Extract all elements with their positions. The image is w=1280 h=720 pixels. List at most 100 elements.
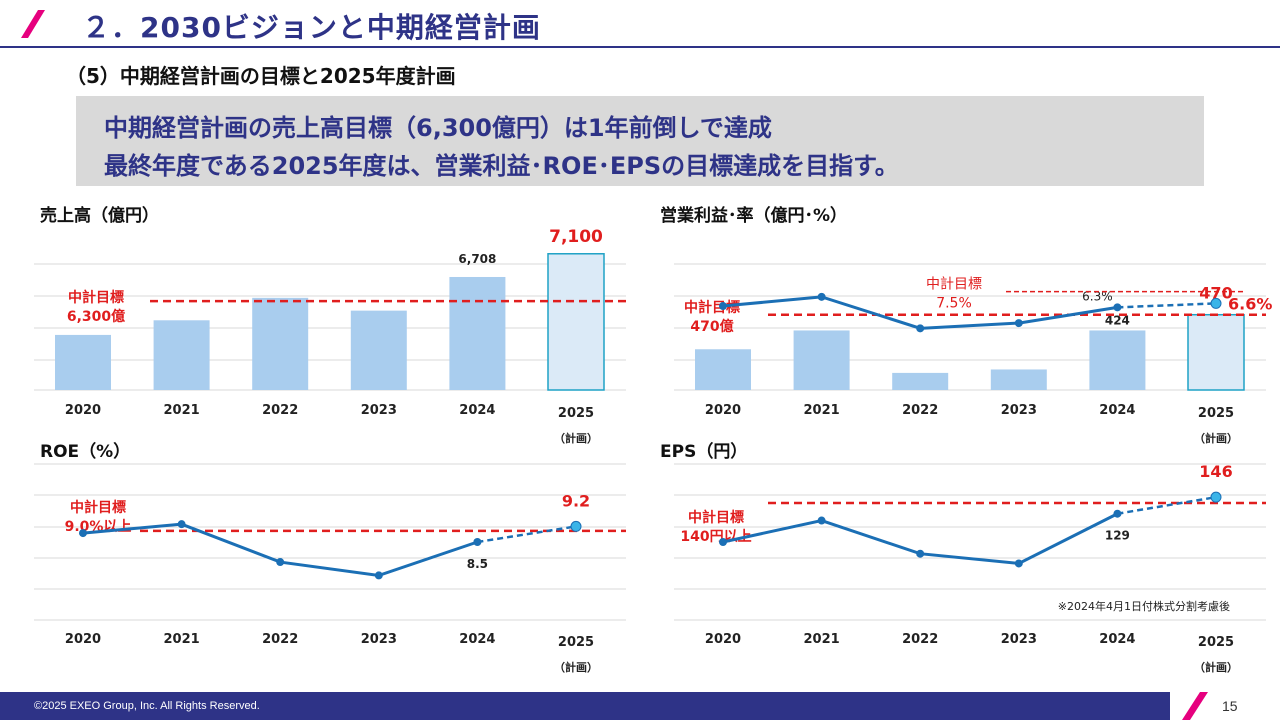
summary-banner: 中期経営計画の売上高目標（6,300億円）は1年前倒しで達成 最終年度である20… <box>76 96 1204 186</box>
chart-eps-data-label: 146 <box>1199 462 1232 481</box>
target-value-label: 470億 <box>690 318 733 335</box>
op-rate-point <box>817 292 826 301</box>
roe-chart: 2020 2021 2022 2023 2024 2025（計画）中計目標9.0%以上8.… <box>34 463 626 674</box>
target-value-label: 6,300億 <box>67 308 125 325</box>
chart-eps-point <box>817 516 826 525</box>
x-tick-label: 2020 <box>65 403 101 418</box>
x-tick-label: 2021 <box>804 632 840 647</box>
sales-bar <box>55 334 111 390</box>
sales-data-label: 6,708 <box>458 252 496 266</box>
target-label: 中計目標 <box>68 289 124 306</box>
chart-eps-point <box>1014 559 1023 568</box>
chart-roe-data-label: 9.2 <box>562 491 590 510</box>
x-tick-label: 2020 <box>65 632 101 647</box>
eps-chart-title: EPS（円） <box>660 442 748 462</box>
op-data-label: 424 <box>1105 313 1130 327</box>
x-tick-label: 2022 <box>262 403 298 418</box>
chart-roe-point <box>374 571 383 580</box>
target-label: 中計目標 <box>688 509 744 526</box>
x-tick-label: 2022 <box>902 632 938 647</box>
x-tick-label: 2025 <box>558 635 594 650</box>
footer-bar <box>0 692 1170 720</box>
x-tick-label: 2022 <box>902 403 938 418</box>
x-tick-label: 2024 <box>1099 403 1135 418</box>
x-tick-label: 2023 <box>361 403 397 418</box>
sales-bar <box>153 320 210 390</box>
banner-line-2: 最終年度である2025年度は、営業利益･ROE･EPSの目標達成を目指す。 <box>104 152 899 180</box>
op-bar <box>695 349 751 390</box>
banner-line-1: 中期経営計画の売上高目標（6,300億円）は1年前倒しで達成 <box>104 114 772 142</box>
chart-eps-point <box>1113 509 1122 518</box>
x-tick-label: 2021 <box>804 403 840 418</box>
chart-roe-point <box>79 529 87 538</box>
rate-target-value: 7.5% <box>936 296 972 312</box>
chart-roe-point <box>570 520 582 532</box>
x-tick-label: 2022 <box>262 632 298 647</box>
sales-chart: 2020 2021 2022 2023 2024 2025 （計画） 6,708 7,100 中計… <box>34 227 626 445</box>
roe-chart-title: ROE（%） <box>40 442 131 462</box>
title-slash-mark <box>21 10 45 38</box>
op-rate-point <box>1014 319 1023 328</box>
op-bar <box>1089 330 1146 390</box>
footer-slash-mark <box>1170 692 1208 720</box>
x-tick-label: 2025 <box>1198 635 1234 650</box>
sales-data-label: 7,100 <box>549 227 603 247</box>
op-rate-label: 6.6% <box>1228 294 1272 313</box>
sales-chart-title: 売上高（億円） <box>40 206 159 226</box>
op-rate-point <box>916 324 925 333</box>
chart-eps-point <box>1210 491 1222 503</box>
chart-eps-point <box>916 549 925 558</box>
split-adjust-note: ※2024年4月1日付株式分割考慮後 <box>1058 599 1230 613</box>
op-rate-line <box>722 295 1118 330</box>
x-tick-label: 2023 <box>1001 632 1037 647</box>
sales-bar <box>350 310 407 390</box>
x-tick-label: 2025 <box>1198 406 1234 421</box>
x-tick-label: 2025 <box>558 406 594 421</box>
sales-bar <box>547 253 605 391</box>
rate-target-label: 中計目標 <box>926 277 982 293</box>
target-label: 中計目標 <box>684 299 740 316</box>
plan-sublabel: （計画） <box>554 660 598 674</box>
page-number: 15 <box>1222 698 1238 714</box>
op-bar <box>793 330 850 390</box>
chart-eps-point <box>719 538 727 546</box>
x-tick-label: 2024 <box>459 632 495 647</box>
section-subtitle: （5）中期経営計画の目標と2025年度計画 <box>66 64 456 88</box>
x-tick-label: 2021 <box>164 403 200 418</box>
x-tick-label: 2020 <box>705 403 741 418</box>
plan-sublabel: （計画） <box>1194 431 1238 445</box>
page-title: ２．2030ビジョンと中期経営計画 <box>82 11 541 44</box>
x-tick-label: 2020 <box>705 632 741 647</box>
op-rate-point <box>1113 303 1122 312</box>
operating-profit-chart: 2020 2021 2022 2023 2024 2025 （計画） 424 470 中計目標 47… <box>674 263 1272 445</box>
op-bar <box>892 372 949 390</box>
op-rate-plan-line <box>1117 302 1217 309</box>
chart-roe-point <box>177 520 186 529</box>
op-rate-point <box>719 302 727 311</box>
op-bar <box>1187 313 1245 391</box>
plan-sublabel: （計画） <box>1194 660 1238 674</box>
op-rate-label: 6.3% <box>1082 289 1113 303</box>
op-chart-title: 営業利益･率（億円･%） <box>660 206 848 226</box>
sales-bar <box>449 276 506 390</box>
op-rate-point <box>1210 297 1222 309</box>
op-bar <box>990 369 1047 390</box>
chart-eps-plan-line <box>1117 495 1217 515</box>
sales-bar <box>252 297 309 390</box>
chart-roe-point <box>473 538 482 546</box>
op-data-label: 470 <box>1199 284 1232 303</box>
plan-sublabel: （計画） <box>554 431 598 445</box>
target-label: 中計目標 <box>70 499 126 516</box>
x-tick-label: 2024 <box>1099 632 1135 647</box>
chart-roe-data-label: 8.5 <box>467 557 488 571</box>
x-tick-label: 2023 <box>1001 403 1037 418</box>
x-tick-label: 2023 <box>361 632 397 647</box>
title-underline <box>0 46 1280 48</box>
x-tick-label: 2021 <box>164 632 200 647</box>
x-tick-label: 2024 <box>459 403 495 418</box>
chart-eps-data-label: 129 <box>1105 529 1130 543</box>
chart-roe-point <box>276 558 285 567</box>
copyright-text: ©2025 EXEO Group, Inc. All Rights Reserv… <box>34 700 260 712</box>
chart-roe-plan-line <box>477 525 577 544</box>
